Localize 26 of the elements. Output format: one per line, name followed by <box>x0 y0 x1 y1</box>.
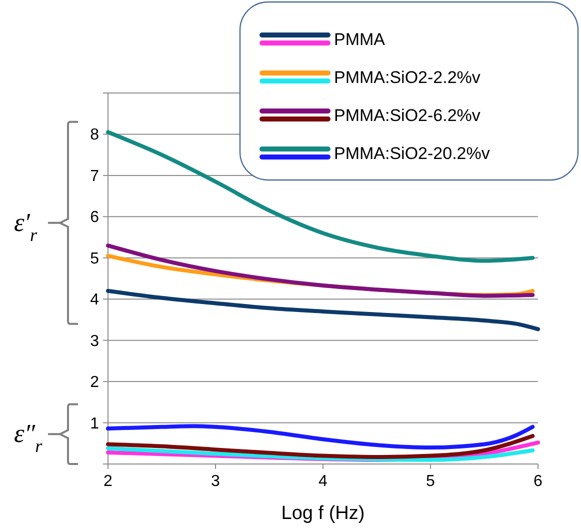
legend-label: PMMA <box>334 30 386 49</box>
x-tick-label: 4 <box>318 473 328 490</box>
line-series <box>106 446 535 462</box>
y-tick-label: 4 <box>90 292 100 309</box>
x-tick-label: 5 <box>426 473 436 490</box>
legend-label: PMMA:SiO2-6.2%v <box>334 106 481 125</box>
line-series <box>106 130 535 263</box>
text: ε″$_{r}$ <box>14 419 44 456</box>
x-tick-label: 3 <box>211 473 220 490</box>
y-tick-label: 1 <box>90 415 100 432</box>
y-tick-label: 3 <box>90 332 100 350</box>
line-series <box>106 288 540 332</box>
y-tick-label: 2 <box>90 374 100 392</box>
line-series <box>106 244 535 298</box>
y-tick-label: 5 <box>90 250 100 268</box>
x-tick-label: 2 <box>104 473 113 490</box>
y-tick-label: 8 <box>90 126 100 144</box>
legend-label: PMMA:SiO2-2.2%v <box>334 68 481 87</box>
line-series <box>106 434 535 459</box>
x-axis-title: Log f (Hz) <box>281 503 365 524</box>
x-tick-label: 6 <box>534 473 543 490</box>
y-tick-label: 7 <box>90 168 100 185</box>
line-series <box>106 424 535 450</box>
y-tick-label: 6 <box>90 209 100 226</box>
text: ε′$_{r}$ <box>14 208 38 245</box>
legend-label: PMMA:SiO2-20.2%v <box>334 144 490 163</box>
